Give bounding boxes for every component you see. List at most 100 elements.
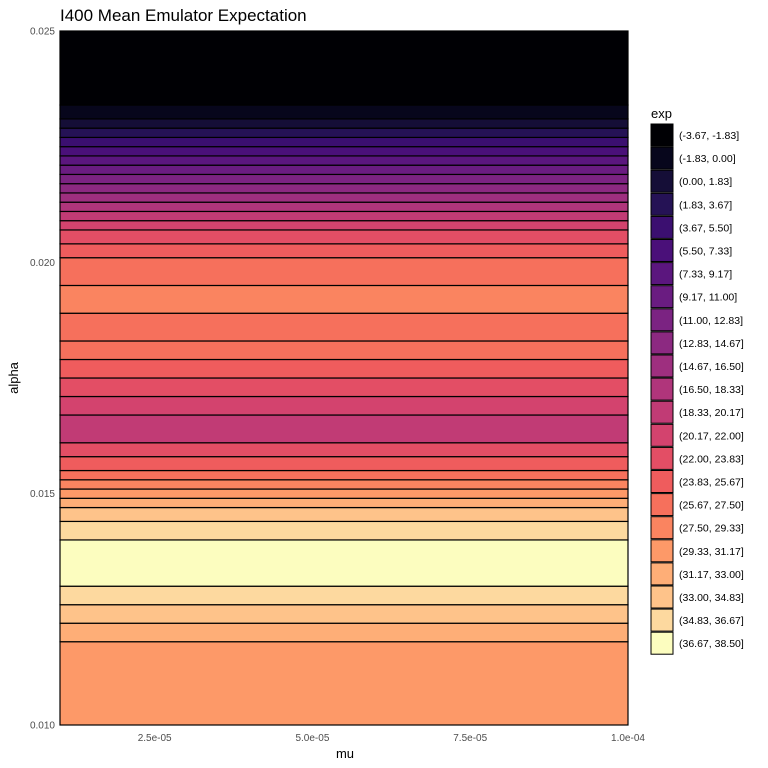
legend-swatch-13: [650, 423, 674, 447]
x-axis-title: mu: [336, 746, 354, 761]
y-tick-label-0: 0.010: [30, 721, 55, 732]
legend-swatch-12: [650, 400, 674, 424]
legend-label-5: (5.50, 7.33]: [679, 246, 732, 258]
legend-swatch-19: [650, 562, 674, 586]
legend-label-12: (18.33, 20.17]: [679, 407, 744, 419]
legend-swatch-20: [650, 585, 674, 609]
contour-band-26: [59, 192, 629, 203]
contour-band-11: [59, 456, 629, 472]
legend-swatch-2: [650, 169, 674, 193]
legend: (-3.67, -1.83] (-1.83, 0.00] (0.00, 1.83] (…: [650, 123, 744, 655]
legend-label-2: (0.00, 1.83]: [679, 176, 732, 188]
legend-label-11: (16.50, 18.33]: [679, 384, 744, 396]
legend-label-10: (14.67, 16.50]: [679, 361, 744, 373]
legend-swatch-22: [650, 631, 674, 655]
contour-band-15: [59, 377, 629, 398]
legend-swatch-3: [650, 192, 674, 216]
legend-swatch-16: [650, 493, 674, 517]
legend-label-18: (29.33, 31.17]: [679, 546, 744, 558]
x-tick-label-0: 2.5e-05: [138, 733, 172, 744]
contour-band-12: [59, 442, 629, 458]
contour-band-4: [59, 539, 629, 587]
legend-swatch-9: [650, 331, 674, 355]
legend-label-17: (27.50, 29.33]: [679, 523, 744, 535]
legend-swatch-15: [650, 470, 674, 493]
x-tick-label-2: 7.5e-05: [453, 733, 487, 744]
contour-band-5: [59, 520, 629, 541]
legend-swatch-0: [650, 123, 674, 147]
contour-band-25: [59, 201, 629, 213]
contour-band-7: [59, 497, 629, 509]
contour-band-28: [59, 173, 629, 185]
x-axis-ticks: 2.5e-05 5.0e-05 7.5e-05 1.0e-04: [138, 733, 646, 744]
contour-band-33: [59, 127, 629, 139]
x-tick-label-1: 5.0e-05: [295, 733, 329, 744]
legend-label-22: (36.67, 38.50]: [679, 638, 744, 650]
legend-label-19: (31.17, 33.00]: [679, 569, 744, 581]
contour-band-21: [59, 243, 629, 259]
contour-band-29: [59, 164, 629, 176]
legend-label-20: (33.00, 34.83]: [679, 592, 744, 604]
legend-label-14: (22.00, 23.83]: [679, 453, 744, 465]
contour-band-0: [59, 641, 629, 726]
legend-swatch-11: [650, 377, 674, 401]
contour-band-35: [59, 104, 629, 120]
x-tick-label-3: 1.0e-04: [611, 733, 645, 744]
contour-band-18: [59, 312, 629, 342]
contour-band-23: [59, 220, 629, 231]
legend-swatch-10: [650, 354, 674, 378]
legend-label-13: (20.17, 22.00]: [679, 430, 744, 442]
legend-swatch-17: [650, 516, 674, 540]
y-tick-label-2: 0.020: [30, 258, 55, 269]
legend-swatch-4: [650, 215, 674, 239]
legend-swatch-18: [650, 539, 674, 563]
contour-band-8: [59, 488, 629, 499]
legend-swatch-7: [650, 285, 674, 309]
legend-swatch-21: [650, 608, 674, 632]
contour-band-16: [59, 358, 629, 379]
contour-band-31: [59, 146, 629, 157]
contour-band-14: [59, 395, 629, 416]
y-tick-label-1: 0.015: [30, 489, 55, 500]
legend-label-7: (9.17, 11.00]: [679, 292, 737, 304]
legend-label-1: (-1.83, 0.00]: [679, 153, 736, 165]
legend-label-8: (11.00, 12.83]: [679, 315, 743, 327]
chart-title: I400 Mean Emulator Expectation: [60, 6, 307, 25]
contour-band-2: [59, 604, 629, 624]
legend-label-6: (7.33, 9.17]: [679, 269, 732, 281]
contour-bands: [59, 30, 629, 726]
legend-label-0: (-3.67, -1.83]: [679, 130, 739, 142]
legend-label-4: (3.67, 5.50]: [679, 222, 732, 234]
contour-band-19: [59, 284, 629, 314]
contour-band-22: [59, 229, 629, 245]
contour-band-9: [59, 479, 629, 490]
y-axis-ticks: 0.010 0.015 0.020 0.025: [30, 27, 55, 732]
legend-label-21: (34.83, 36.67]: [679, 615, 744, 627]
legend-swatch-8: [650, 308, 674, 332]
legend-label-9: (12.83, 14.67]: [679, 338, 744, 350]
contour-band-17: [59, 340, 629, 361]
y-tick-label-3: 0.025: [30, 27, 55, 38]
legend-swatch-14: [650, 446, 674, 470]
contour-band-32: [59, 136, 629, 148]
legend-label-3: (1.83, 3.67]: [679, 199, 732, 211]
contour-band-1: [59, 622, 629, 643]
legend-swatch-6: [650, 262, 674, 286]
legend-swatch-5: [650, 239, 674, 262]
contour-band-20: [59, 257, 629, 287]
contour-band-27: [59, 183, 629, 194]
contour-band-3: [59, 585, 629, 606]
legend-swatch-1: [650, 146, 674, 170]
y-axis-title: alpha: [6, 361, 21, 394]
legend-label-15: (23.83, 25.67]: [679, 477, 744, 489]
contour-band-34: [59, 118, 629, 129]
contour-band-24: [59, 210, 629, 222]
contour-band-10: [59, 469, 629, 481]
contour-band-13: [59, 414, 629, 444]
contour-band-36: [59, 30, 629, 106]
legend-title: exp: [651, 106, 672, 121]
legend-label-16: (25.67, 27.50]: [679, 500, 744, 512]
contour-band-6: [59, 506, 629, 523]
contour-band-30: [59, 155, 629, 166]
